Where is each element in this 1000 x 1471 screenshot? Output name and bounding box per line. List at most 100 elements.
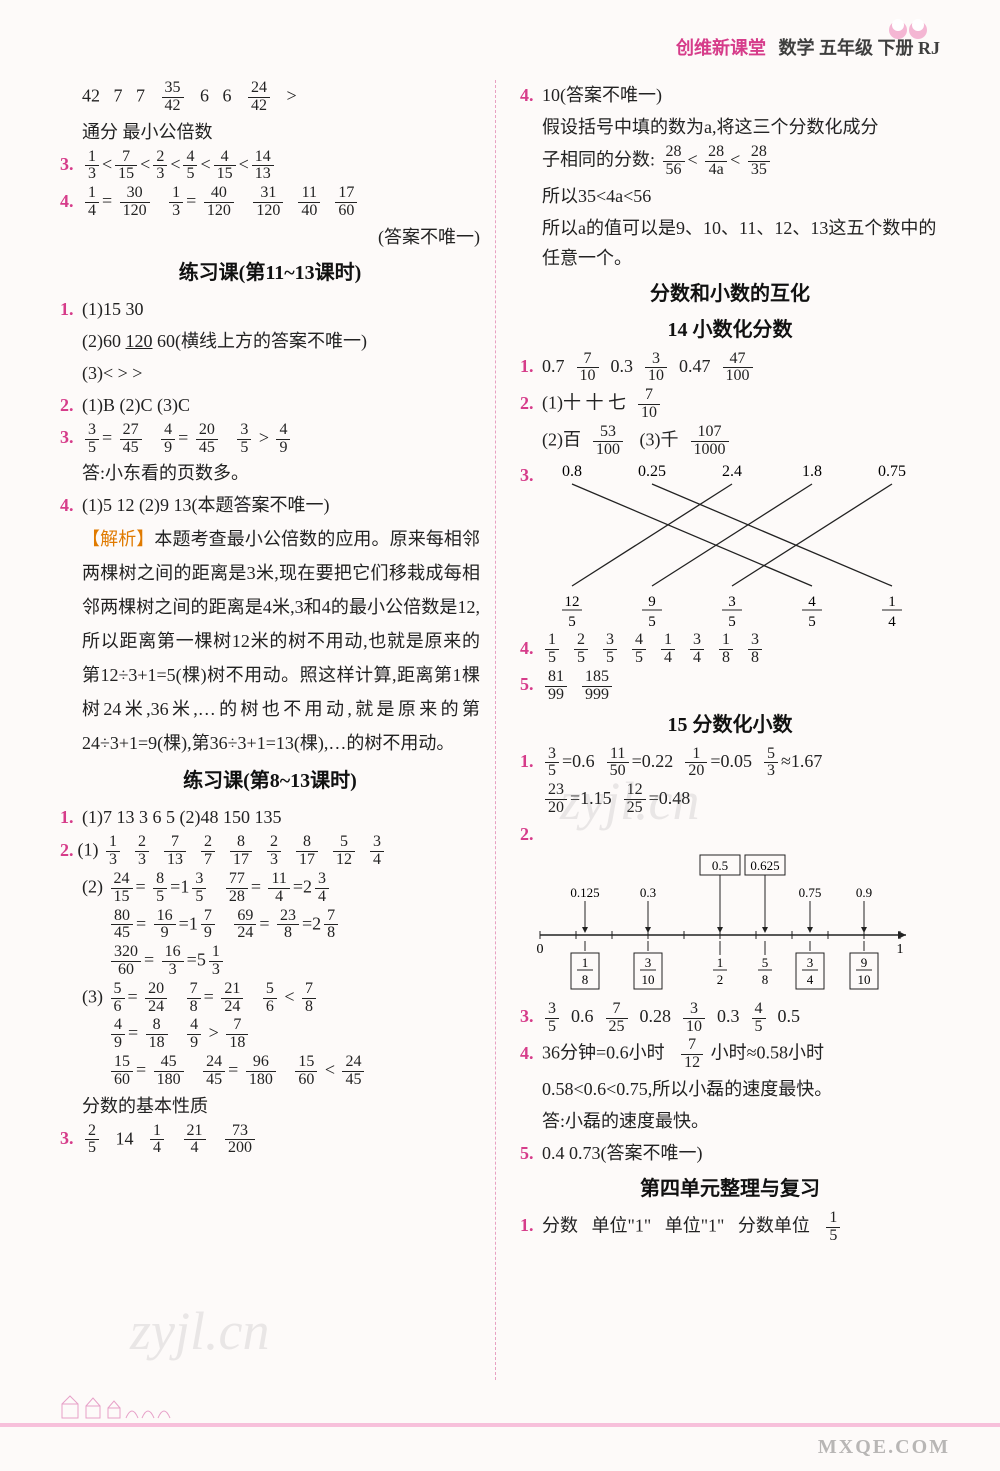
- svg-text:9: 9: [648, 594, 656, 610]
- ex2-2-2a: (2) 2415= 85=135 7728= 114=234: [60, 871, 480, 906]
- svg-text:10: 10: [858, 972, 871, 987]
- frac: 2045: [196, 422, 218, 457]
- svg-text:4: 4: [888, 614, 896, 630]
- qnum: 4.: [60, 191, 74, 211]
- s15-3: 3. 35 0.6 725 0.28 310 0.3 45 0.5: [520, 1001, 940, 1036]
- frac: 3542: [162, 80, 184, 115]
- frac: 56: [111, 981, 125, 1016]
- frac: 163: [162, 944, 184, 979]
- qnum: 1.: [520, 751, 534, 771]
- svg-text:2.4: 2.4: [722, 463, 742, 480]
- frac: 2445: [342, 1054, 364, 1089]
- svg-text:5: 5: [568, 614, 576, 630]
- frac: 49: [276, 422, 290, 457]
- qnum: 2.: [60, 840, 74, 860]
- frac: 56: [263, 981, 277, 1016]
- lbl: (2): [82, 876, 103, 896]
- s15-2: 2. 010.50.6250.1250.30.750.9125818310349…: [520, 819, 940, 999]
- svg-text:12: 12: [565, 594, 580, 610]
- t: 小时≈0.58小时: [711, 1043, 824, 1063]
- frac: 2745: [120, 422, 142, 457]
- frac: 25: [85, 1123, 99, 1158]
- frac: 49: [111, 1017, 125, 1052]
- frac-chain: 13<715<23<45<415<1413: [82, 154, 277, 174]
- t: 子相同的分数:: [542, 149, 655, 169]
- s14-5: 5. 8199 185999: [520, 669, 940, 704]
- rest: 31120 1140 1760: [250, 191, 360, 211]
- svg-text:4: 4: [807, 972, 814, 987]
- frac: 14: [150, 1123, 164, 1158]
- t: 0.4 0.73(答案不唯一): [542, 1143, 703, 1163]
- fracs: 8199 185999: [542, 674, 615, 694]
- footer-decoration: [60, 1394, 200, 1425]
- frac: 1560: [295, 1054, 317, 1089]
- t: (1)十 十 七: [542, 393, 626, 413]
- svg-text:1: 1: [717, 955, 724, 970]
- svg-text:1: 1: [897, 942, 904, 957]
- ex2-2-2c: 32060= 163=513: [60, 944, 480, 979]
- qnum: 2.: [520, 824, 534, 844]
- t: 单位"1": [592, 1215, 652, 1235]
- frac: 6924: [234, 908, 256, 943]
- ex1-4: 4. (1)5 12 (2)9 13(本题答案不唯一): [60, 490, 480, 520]
- svg-text:0.8: 0.8: [562, 463, 582, 480]
- matching-diagram: 0.80.252.41.80.7512595354514: [542, 460, 922, 630]
- v: 7: [136, 85, 145, 105]
- qnum: 5.: [520, 674, 534, 694]
- frac: 49: [187, 1017, 201, 1052]
- qnum: 1.: [520, 1215, 534, 1235]
- u: 120: [126, 331, 153, 351]
- qnum: 3.: [60, 427, 74, 447]
- frac: 13: [169, 185, 183, 220]
- q3: 3. 13<715<23<45<415<1413: [60, 149, 480, 184]
- svg-text:0.625: 0.625: [750, 858, 779, 873]
- r-p4-b4: 所以a的值可以是9、10、11、12、13这五个数中的任意一个。: [520, 213, 940, 273]
- frac: 8045: [111, 908, 133, 943]
- r-p4-b3: 所以35<4a<56: [520, 181, 940, 211]
- svg-text:3: 3: [807, 955, 814, 970]
- qnum: 4.: [520, 638, 534, 658]
- frac: 35: [85, 422, 99, 457]
- frac: 2835: [748, 144, 770, 179]
- frac: 169: [154, 908, 176, 943]
- page-header: 创维新课堂 数学 五年级 下册 RJ: [676, 34, 940, 60]
- q4-note: (答案不唯一): [60, 222, 480, 252]
- ex1-1-3: (3)< > >: [60, 358, 480, 388]
- svg-text:9: 9: [861, 955, 868, 970]
- brand-watermark: MXQE.COM: [818, 1436, 950, 1459]
- w: 1: [189, 913, 198, 933]
- svg-text:4: 4: [808, 594, 816, 610]
- t: 10(答案不唯一): [542, 85, 662, 105]
- ex2-2-3a: (3) 56= 2024 78= 2124 56 < 78: [60, 981, 480, 1016]
- subject-title: 数学 五年级 下册 RJ: [779, 38, 941, 58]
- frac: 45180: [154, 1054, 184, 1089]
- frac: 284a: [705, 144, 727, 179]
- frac: 712: [681, 1037, 703, 1072]
- frac: 718: [226, 1017, 248, 1052]
- qnum: 2.: [520, 393, 534, 413]
- secA: 分数和小数的互化: [520, 279, 940, 309]
- ex2-3: 3. 25 14 14 214 73200: [60, 1123, 480, 1158]
- s15-5: 5. 0.4 0.73(答案不唯一): [520, 1138, 940, 1168]
- t: (1)15 30: [82, 299, 144, 319]
- qnum: 1.: [60, 807, 74, 827]
- qnum: 1.: [60, 299, 74, 319]
- items: 35=0.6 1150=0.22 120=0.05 53≈1.67: [542, 751, 822, 771]
- qnum: 4.: [60, 495, 74, 515]
- t: 分数单位: [738, 1215, 810, 1235]
- svg-text:8: 8: [762, 972, 769, 987]
- frac: 2415: [111, 871, 133, 906]
- top-line: 42 7 7 3542 6 6 2442 >: [60, 80, 480, 115]
- svg-text:5: 5: [648, 614, 656, 630]
- ex2-2-2b: 8045= 169=179 6924= 238=278: [60, 908, 480, 943]
- qnum: 3.: [60, 154, 74, 174]
- qnum: 4.: [520, 85, 534, 105]
- v: 6: [223, 85, 232, 105]
- frac: 49: [161, 422, 175, 457]
- right-column: 4. 10(答案不唯一) 假设括号中填的数为a,将这三个分数化成分 子相同的分数…: [520, 80, 940, 1247]
- svg-text:0.75: 0.75: [878, 463, 906, 480]
- frac: 78: [324, 908, 338, 943]
- t: (2)百: [542, 429, 581, 449]
- w: 2: [312, 913, 321, 933]
- frac: 79: [201, 908, 215, 943]
